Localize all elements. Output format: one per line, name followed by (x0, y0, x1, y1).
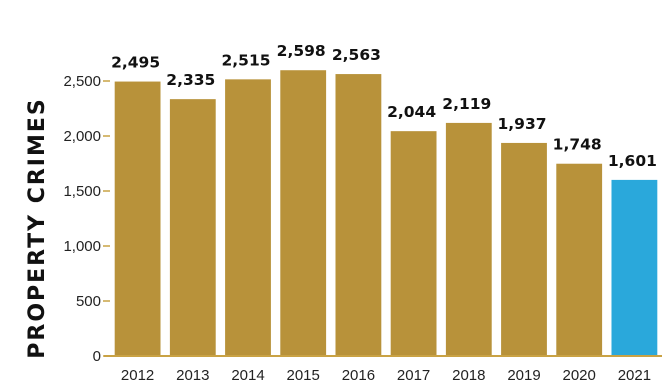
data-label-2017: 2,044 (387, 103, 436, 121)
y-tick-label: 2,000 (63, 128, 101, 145)
x-axis: 2012 2013 2014 2015 2016 2017 2018 2019 2020 2021 (121, 367, 651, 384)
x-tick-label-2012: 2012 (121, 367, 154, 384)
data-label-2013: 2,335 (166, 71, 215, 89)
y-tick-label: 0 (93, 348, 101, 365)
bar-2018 (445, 122, 492, 356)
bar-2012 (114, 81, 161, 357)
x-tick-label-2014: 2014 (231, 367, 264, 384)
y-axis: 0 500 1,000 1,500 2,000 2,500 (63, 73, 110, 365)
x-tick-label-2019: 2019 (507, 367, 540, 384)
x-tick-label-2021: 2021 (618, 367, 651, 384)
data-label-2019: 1,937 (497, 115, 546, 133)
bar-2016 (335, 74, 382, 356)
x-tick-label-2018: 2018 (452, 367, 485, 384)
data-label-2012: 2,495 (111, 54, 160, 72)
y-tick-label: 2,500 (63, 73, 101, 90)
x-tick-label-2020: 2020 (563, 367, 596, 384)
data-label-2014: 2,515 (221, 51, 270, 69)
data-label-2020: 1,748 (553, 136, 602, 154)
data-label-2018: 2,119 (442, 95, 491, 113)
bar-2014 (225, 79, 271, 356)
x-tick-label-2013: 2013 (176, 367, 209, 384)
data-label-2021: 1,601 (608, 152, 657, 170)
bars (114, 70, 658, 357)
bar-2021 (611, 179, 658, 356)
data-label-2016: 2,563 (332, 46, 381, 64)
y-tick-label: 1,000 (63, 238, 101, 255)
y-tick-label: 1,500 (63, 183, 101, 200)
bar-2015 (280, 70, 327, 356)
y-axis-label: PROPERTY CRIMES (25, 97, 50, 359)
data-labels: 2,495 2,335 2,515 2,598 2,563 2,044 2,119 1,937… (111, 42, 657, 170)
bar-2013 (169, 99, 216, 357)
bar-2019 (501, 142, 547, 356)
x-tick-label-2015: 2015 (287, 367, 320, 384)
y-tick-label: 500 (76, 293, 101, 310)
x-tick-label-2017: 2017 (397, 367, 430, 384)
bar-2017 (390, 131, 437, 356)
bar-2020 (556, 163, 603, 356)
x-tick-label-2016: 2016 (342, 367, 375, 384)
data-label-2015: 2,598 (277, 42, 326, 60)
